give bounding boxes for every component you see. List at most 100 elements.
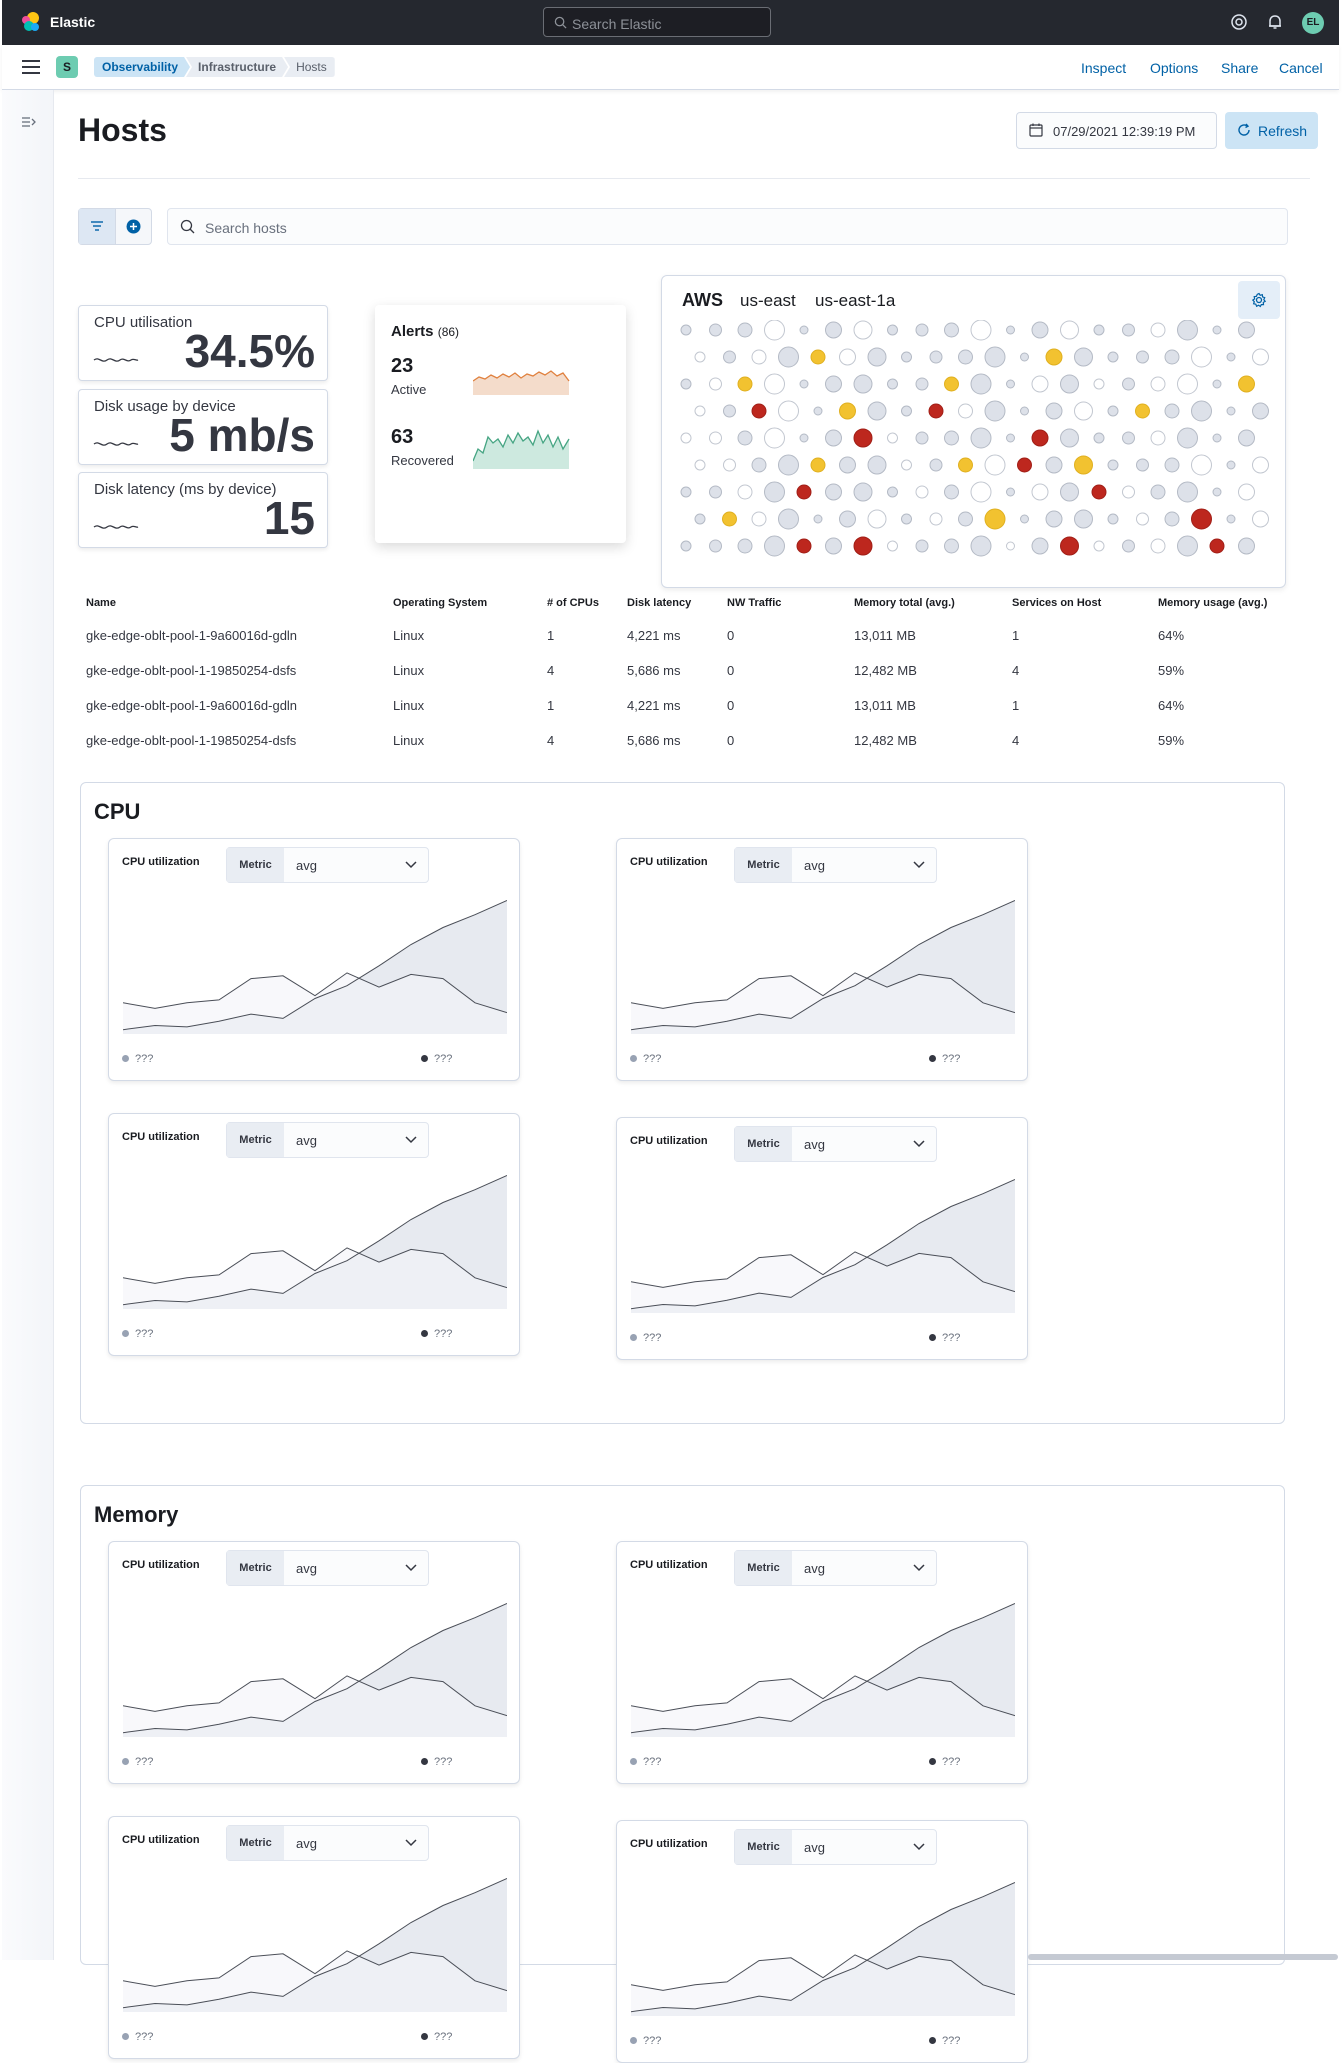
metric-select[interactable]: Metric avg — [734, 1550, 937, 1586]
table-row[interactable]: gke-edge-oblt-pool-1-9a60016d-gdln Linux 1… — [78, 618, 1308, 653]
host-node[interactable] — [751, 511, 767, 527]
host-node[interactable] — [1150, 484, 1166, 500]
host-node[interactable] — [1135, 403, 1150, 419]
host-node[interactable] — [1177, 320, 1198, 341]
host-node[interactable] — [970, 373, 992, 395]
host-node[interactable] — [887, 324, 898, 336]
host-node[interactable] — [1252, 456, 1269, 474]
space-avatar[interactable]: S — [56, 56, 78, 78]
host-node[interactable] — [810, 349, 826, 365]
host-node[interactable] — [1150, 322, 1166, 338]
host-node[interactable] — [1091, 484, 1107, 500]
host-node[interactable] — [1074, 509, 1093, 529]
host-node[interactable] — [1238, 537, 1255, 555]
metric-select[interactable]: Metric avg — [734, 1829, 937, 1865]
host-node[interactable] — [1212, 379, 1222, 389]
host-node[interactable] — [680, 378, 692, 390]
host-node[interactable] — [723, 350, 736, 364]
bell-icon[interactable] — [1266, 13, 1284, 31]
share-link[interactable]: Share — [1221, 60, 1259, 76]
col-name[interactable]: Name — [86, 597, 116, 609]
host-node[interactable] — [958, 511, 973, 527]
host-node[interactable] — [810, 457, 826, 473]
host-node[interactable] — [1093, 324, 1105, 336]
host-node[interactable] — [737, 322, 753, 338]
host-node[interactable] — [944, 322, 959, 338]
host-node[interactable] — [825, 483, 842, 501]
host-node[interactable] — [1164, 457, 1180, 473]
host-node[interactable] — [887, 486, 898, 498]
breadcrumb-infrastructure[interactable]: Infrastructure — [186, 57, 288, 77]
host-node[interactable] — [901, 351, 912, 363]
host-node[interactable] — [1238, 429, 1255, 447]
host-node[interactable] — [799, 325, 809, 335]
cancel-link[interactable]: Cancel — [1279, 60, 1323, 76]
host-node[interactable] — [751, 403, 767, 419]
host-node[interactable] — [1060, 374, 1079, 394]
host-node[interactable] — [1006, 433, 1015, 443]
host-node[interactable] — [915, 323, 929, 337]
host-node[interactable] — [1177, 427, 1198, 449]
host-node[interactable] — [984, 346, 1006, 368]
host-node[interactable] — [853, 320, 873, 340]
host-node[interactable] — [1191, 400, 1212, 422]
host-node[interactable] — [1122, 539, 1135, 553]
host-node[interactable] — [958, 457, 973, 473]
host-node[interactable] — [839, 510, 856, 528]
host-node[interactable] — [867, 347, 887, 367]
host-node[interactable] — [825, 429, 842, 447]
col-services[interactable]: Services on Host — [1012, 597, 1102, 609]
metric-select[interactable]: Metric avg — [226, 1825, 429, 1861]
cell-name[interactable]: gke-edge-oblt-pool-1-9a60016d-gdln — [86, 628, 298, 643]
host-node[interactable] — [737, 484, 753, 500]
host-node[interactable] — [901, 513, 912, 525]
host-node[interactable] — [825, 321, 842, 339]
col-nw-traffic[interactable]: NW Traffic — [727, 597, 782, 609]
host-node[interactable] — [737, 538, 753, 554]
host-node[interactable] — [764, 427, 785, 449]
host-node[interactable] — [709, 323, 722, 337]
host-node[interactable] — [970, 481, 992, 503]
host-node[interactable] — [694, 405, 706, 417]
host-node[interactable] — [958, 349, 973, 365]
host-node[interactable] — [1093, 432, 1105, 444]
host-node[interactable] — [944, 430, 959, 446]
host-node[interactable] — [1020, 406, 1029, 416]
host-node[interactable] — [1252, 348, 1269, 366]
host-node[interactable] — [839, 402, 856, 420]
cell-name[interactable]: gke-edge-oblt-pool-1-19850254-dsfs — [86, 663, 297, 678]
host-node[interactable] — [1107, 405, 1119, 417]
table-row[interactable]: gke-edge-oblt-pool-1-19850254-dsfs Linux 4… — [78, 653, 1308, 688]
host-node[interactable] — [709, 377, 722, 391]
host-node[interactable] — [1252, 510, 1269, 528]
host-node[interactable] — [1150, 376, 1166, 392]
host-node[interactable] — [799, 433, 809, 443]
global-search-input[interactable]: Search Elastic — [543, 7, 771, 37]
host-node[interactable] — [901, 405, 912, 417]
host-node[interactable] — [764, 481, 785, 503]
host-node[interactable] — [1045, 456, 1063, 474]
host-node[interactable] — [915, 539, 929, 553]
host-node[interactable] — [764, 320, 785, 341]
add-filter-button[interactable] — [116, 209, 152, 244]
host-node[interactable] — [929, 512, 943, 526]
host-node[interactable] — [1107, 459, 1119, 471]
host-node[interactable] — [680, 486, 692, 498]
user-avatar[interactable]: EL — [1302, 12, 1324, 34]
host-node[interactable] — [1006, 541, 1015, 551]
metric-select[interactable]: Metric avg — [734, 1126, 937, 1162]
host-node[interactable] — [1074, 401, 1093, 421]
host-node[interactable] — [1212, 325, 1222, 335]
host-node[interactable] — [1122, 431, 1135, 445]
host-node[interactable] — [887, 540, 898, 552]
host-node[interactable] — [1164, 511, 1180, 527]
host-node[interactable] — [723, 404, 736, 418]
host-node[interactable] — [984, 508, 1006, 530]
host-node[interactable] — [1060, 428, 1079, 448]
host-node[interactable] — [1212, 433, 1222, 443]
host-node[interactable] — [1238, 483, 1255, 501]
metric-select[interactable]: Metric avg — [226, 847, 429, 883]
refresh-button[interactable]: Refresh — [1225, 112, 1318, 149]
host-node[interactable] — [1031, 375, 1049, 393]
host-node[interactable] — [1045, 402, 1063, 420]
